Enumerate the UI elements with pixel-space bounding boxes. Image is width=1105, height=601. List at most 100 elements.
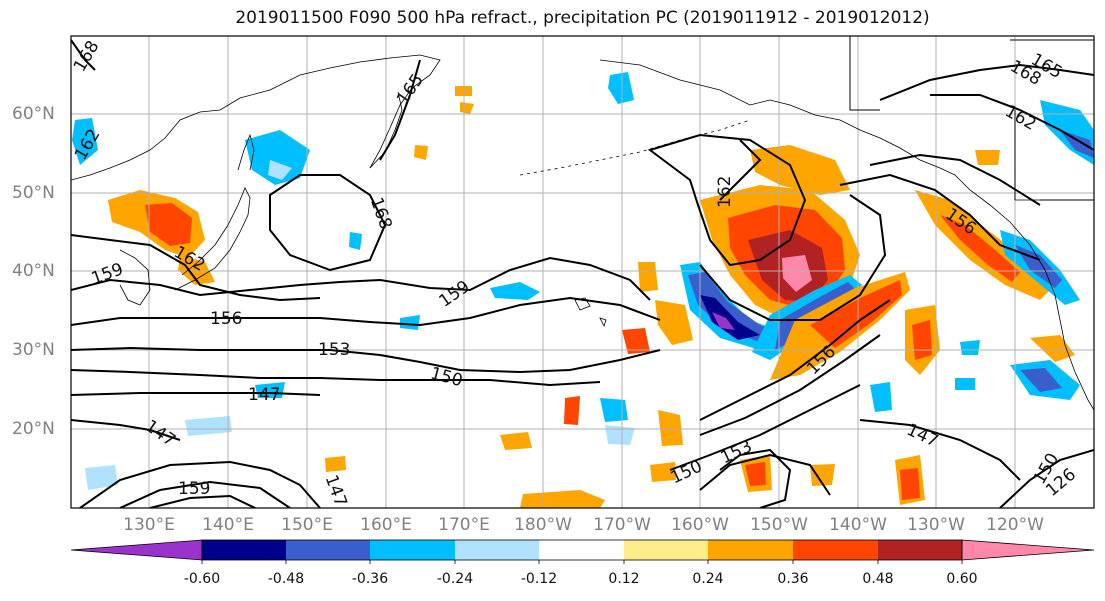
lat-label-40n: 40°N <box>12 261 55 281</box>
precip-patch <box>1030 335 1075 362</box>
lon-label-150e: 150°E <box>281 515 333 535</box>
colorbar-tick-label: 0.12 <box>608 571 640 587</box>
colorbar-tick-label: 0.60 <box>946 571 978 587</box>
precip-patch <box>349 232 362 250</box>
contour-168 <box>71 39 96 71</box>
coast-aleutians <box>519 119 751 176</box>
precip-patch <box>810 280 902 348</box>
precip-patch <box>245 130 310 185</box>
precip-patch <box>520 490 605 508</box>
lon-label-130w: 130°W <box>907 515 965 535</box>
precip-patch <box>940 215 1020 282</box>
precip-patch <box>658 410 683 446</box>
border-alaska-canada <box>849 36 880 111</box>
precip-patch <box>810 464 835 486</box>
contour-159-east <box>869 153 1041 206</box>
contour-label: 147 <box>248 385 280 405</box>
lon-label-160e: 160°E <box>360 515 412 535</box>
precip-patch <box>912 320 932 360</box>
contour-159 <box>71 256 651 301</box>
contour-150 <box>71 369 601 387</box>
precip-patch <box>600 398 628 422</box>
lon-label-170e: 170°E <box>438 515 490 535</box>
colorbar-tick-label: -0.60 <box>183 571 221 587</box>
colorbar-segment <box>624 540 708 560</box>
lon-label-160w: 160°W <box>671 515 729 535</box>
colorbar <box>70 539 1095 564</box>
lon-label-170w: 170°W <box>593 515 651 535</box>
coast-kamchatka <box>369 91 403 169</box>
colorbar-segment <box>539 540 624 560</box>
contour-south-low-1 <box>79 460 321 508</box>
coast-korea <box>119 249 151 306</box>
colorbar-tick-label: -0.48 <box>267 571 305 587</box>
precip-patch <box>960 340 980 355</box>
contour-144 <box>71 419 181 441</box>
lon-label-180w: 180°W <box>514 515 572 535</box>
precip-patch <box>688 272 790 342</box>
contour-153-ridge <box>699 334 881 436</box>
contour-156-east <box>839 173 1041 261</box>
colorbar-segment <box>455 540 539 560</box>
contour-147-east <box>859 419 1021 481</box>
contour-alaska-low <box>647 133 807 267</box>
colorbar-tick-label: 0.48 <box>862 571 894 587</box>
precip-patch <box>622 328 650 354</box>
lon-label-150w: 150°W <box>750 515 808 535</box>
contour-south-high <box>719 448 792 508</box>
precip-patch <box>500 432 532 450</box>
precip-patch <box>145 203 192 246</box>
precip-patch <box>490 282 540 300</box>
precip-patch <box>975 150 1000 165</box>
contour-156 <box>71 296 661 327</box>
contour-label: 153 <box>318 340 350 360</box>
contour-156-ridge <box>699 299 891 421</box>
contour-label: 162 <box>715 176 735 208</box>
contour-south-low-3 <box>149 494 256 508</box>
precip-patch <box>414 145 428 160</box>
contour-147 <box>71 392 321 396</box>
precip-patch <box>745 462 766 486</box>
colorbar-segment <box>202 540 286 560</box>
colorbar-tick-label: -0.24 <box>436 571 474 587</box>
lon-label-140w: 140°W <box>829 515 887 535</box>
contour-165 <box>379 59 421 161</box>
precip-patch <box>72 118 98 165</box>
colorbar-extend-right <box>961 539 1095 561</box>
colorbar-segment <box>370 540 455 560</box>
precip-patch <box>400 315 420 330</box>
contour-south-high-2 <box>699 453 831 496</box>
precip-patch <box>782 255 812 292</box>
precip-patch <box>700 295 760 340</box>
map-frame <box>70 35 1095 509</box>
map-title: 2019011500 F090 500 hPa refract., precip… <box>235 8 930 28</box>
contour-162-west <box>71 234 321 302</box>
lat-label-60n: 60°N <box>12 104 55 124</box>
coast-na-west <box>954 174 1094 411</box>
precip-patch <box>85 465 118 490</box>
precip-patch <box>605 425 635 445</box>
height-contours <box>71 39 1094 508</box>
contour-165-east <box>879 63 1094 101</box>
precip-patch <box>564 396 580 425</box>
contour-150-southeast <box>999 449 1094 508</box>
contour-south-low-2 <box>119 480 291 508</box>
coast-asia <box>71 54 441 181</box>
precip-patch <box>1060 130 1094 158</box>
coast-japan <box>174 187 251 291</box>
precip-patch <box>325 456 346 472</box>
colorbar-tick-label: -0.12 <box>520 571 558 587</box>
contour-153 <box>71 346 661 374</box>
colorbar-tick-label: 0.24 <box>692 571 724 587</box>
precip-patch <box>900 468 920 500</box>
lat-label-50n: 50°N <box>12 183 55 203</box>
colorbar-tick-label: 0.36 <box>777 571 809 587</box>
coast-sakhalin <box>237 133 255 171</box>
colorbar-tick-label: -0.36 <box>351 571 389 587</box>
contour-gulf-loop <box>699 194 887 321</box>
lat-label-20n: 20°N <box>12 419 55 439</box>
colorbar-frame <box>201 539 963 561</box>
colorbar-segment <box>878 540 962 560</box>
precip-patch <box>638 262 658 292</box>
